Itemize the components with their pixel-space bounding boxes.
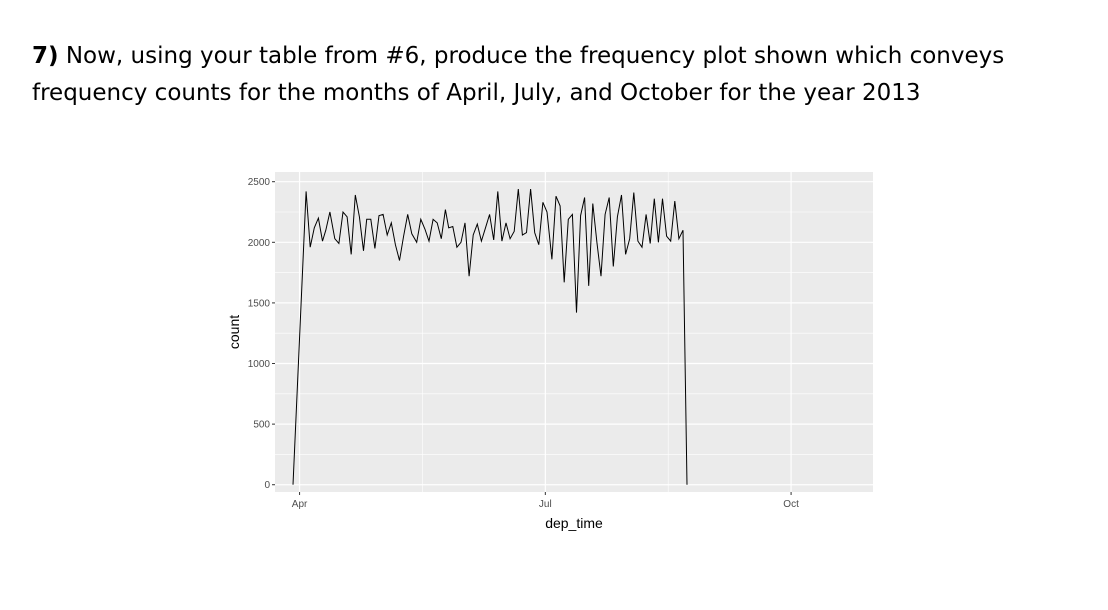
y-tick-label: 0 [264,480,270,491]
question-text: 7) Now, using your table from #6, produc… [32,38,1082,112]
question-number: 7) [32,43,59,69]
x-tick-label: Jul [539,499,552,510]
x-tick-label: Oct [783,499,799,510]
frequency-series-line [292,188,688,485]
y-tick-label: 2500 [248,177,271,188]
x-axis-ticks: Apr Jul Oct [292,492,799,510]
minor-gridlines [275,172,873,492]
y-tick-label: 1500 [248,298,271,309]
x-tick-label: Apr [292,499,308,510]
y-axis-title: count [226,315,242,349]
y-axis-ticks: 0 500 1000 1500 2000 2500 [248,177,275,491]
x-axis-title: dep_time [545,515,603,531]
y-tick-label: 500 [253,420,270,431]
question-body: Now, using your table from #6, produce t… [32,43,1005,106]
plot-panel [275,172,873,492]
y-tick-label: 2000 [248,238,271,249]
y-tick-label: 1000 [248,359,271,370]
